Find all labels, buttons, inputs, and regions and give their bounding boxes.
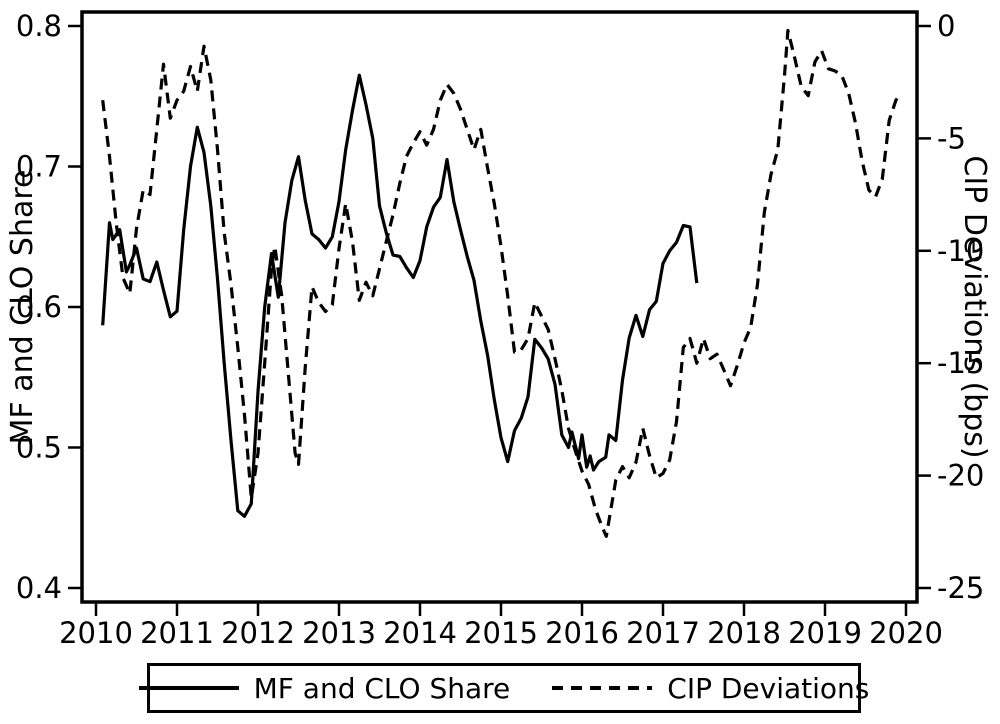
y-left-tick-label: 0.6 — [16, 290, 62, 324]
dashed-line-sample-icon — [552, 686, 653, 690]
x-tick-label: 2010 — [59, 616, 133, 650]
legend-label-mf-clo-share: MF and CLO Share — [253, 671, 511, 705]
y-right-tick-label: -5 — [937, 121, 966, 155]
y-left-tick-label: 0.5 — [16, 431, 62, 465]
y-right-tick-label: -10 — [937, 234, 984, 268]
y-left-tick-label: 0.8 — [16, 9, 62, 43]
right-axis-title: CIP Deviations (bps) — [957, 155, 992, 459]
cip-deviations-line — [101, 28, 901, 538]
x-tick-label: 2011 — [140, 616, 214, 650]
y-left-tick-label: 0.4 — [16, 571, 62, 605]
y-right-tick-label: -15 — [937, 346, 984, 380]
x-tick-label: 2018 — [707, 616, 781, 650]
x-tick-label: 2016 — [545, 616, 619, 650]
x-tick-label: 2014 — [383, 616, 457, 650]
y-right-tick-label: -25 — [937, 571, 984, 605]
x-tick-label: 2019 — [788, 616, 862, 650]
y-right-tick-label: 0 — [937, 9, 955, 43]
plot-frame — [80, 10, 919, 604]
x-tick-label: 2013 — [302, 616, 376, 650]
x-tick-label: 2015 — [464, 616, 538, 650]
solid-line-sample-icon — [138, 686, 239, 690]
y-left-tick-label: 0.7 — [16, 150, 62, 184]
x-tick-label: 2012 — [221, 616, 295, 650]
legend-label-cip-deviations: CIP Deviations — [667, 671, 870, 705]
mf-clo-share-line — [101, 73, 699, 518]
y-right-tick-label: -20 — [937, 459, 984, 493]
legend-entry-mf-clo-share: MF and CLO Share — [138, 671, 511, 705]
x-tick-label: 2020 — [869, 616, 943, 650]
legend-entry-cip-deviations: CIP Deviations — [552, 672, 869, 705]
left-axis-title: MF and CLO Share — [5, 169, 40, 445]
legend: MF and CLO Share CIP Deviations — [138, 663, 869, 713]
x-tick-label: 2017 — [626, 616, 700, 650]
